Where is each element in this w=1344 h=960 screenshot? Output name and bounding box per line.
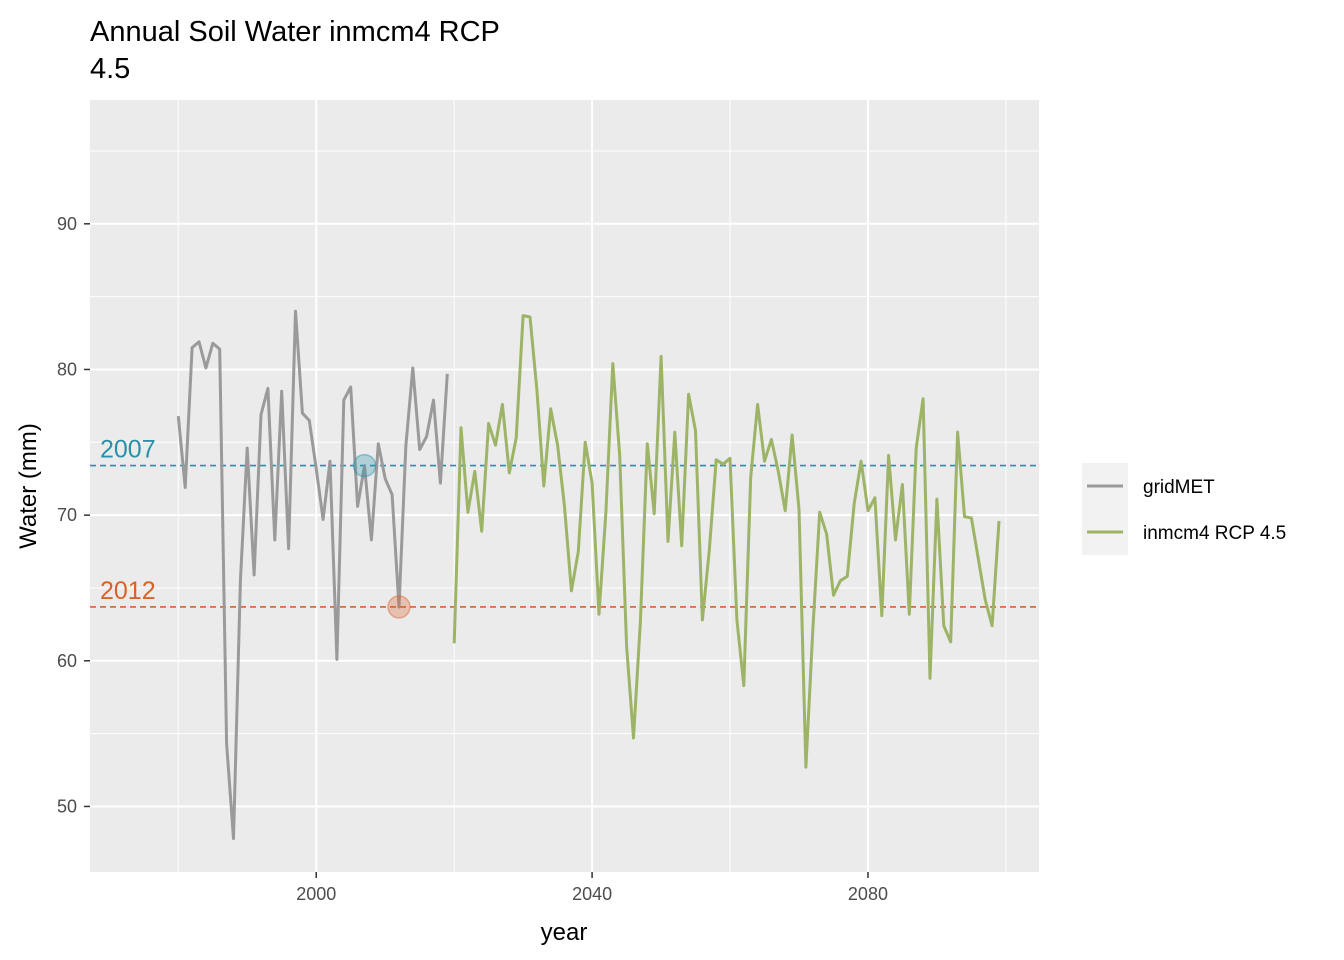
y-axis: 50 60 70 80 90 bbox=[57, 214, 90, 816]
chart-title-line-1: Annual Soil Water inmcm4 RCP bbox=[90, 16, 500, 48]
x-axis: 2000 2040 2080 bbox=[296, 872, 888, 904]
series-line-gridmet bbox=[176, 309, 449, 840]
y-tick-label: 70 bbox=[57, 505, 77, 525]
reference-label-2007: 2007 bbox=[100, 436, 156, 464]
x-tick-label: 2040 bbox=[572, 884, 612, 904]
major-gridlines bbox=[90, 100, 1039, 872]
reference-marker-2007 bbox=[352, 453, 377, 478]
legend: gridMET inmcm4 RCP 4.5 bbox=[1082, 463, 1286, 555]
reference-marker-2012 bbox=[387, 595, 411, 619]
reference-label-2012: 2012 bbox=[100, 577, 156, 605]
y-tick-label: 90 bbox=[57, 214, 77, 234]
minor-gridlines bbox=[90, 100, 1039, 872]
y-axis-title: Water (mm) bbox=[15, 423, 42, 549]
x-tick-label: 2080 bbox=[848, 884, 888, 904]
plot-panel bbox=[90, 100, 1039, 872]
x-tick-label: 2000 bbox=[296, 884, 336, 904]
y-tick-label: 50 bbox=[57, 796, 77, 816]
y-tick-label: 80 bbox=[57, 359, 77, 379]
series-line-inmcm4-rcp-4-5 bbox=[452, 314, 1001, 769]
chart-title-line-2: 4.5 bbox=[90, 53, 130, 85]
legend-label-inmcm4: inmcm4 RCP 4.5 bbox=[1143, 523, 1286, 544]
series-lines bbox=[176, 309, 1001, 840]
y-tick-label: 60 bbox=[57, 651, 77, 671]
legend-label-gridmet: gridMET bbox=[1143, 477, 1215, 498]
x-axis-title: year bbox=[541, 919, 588, 946]
reference-markers bbox=[352, 453, 411, 619]
